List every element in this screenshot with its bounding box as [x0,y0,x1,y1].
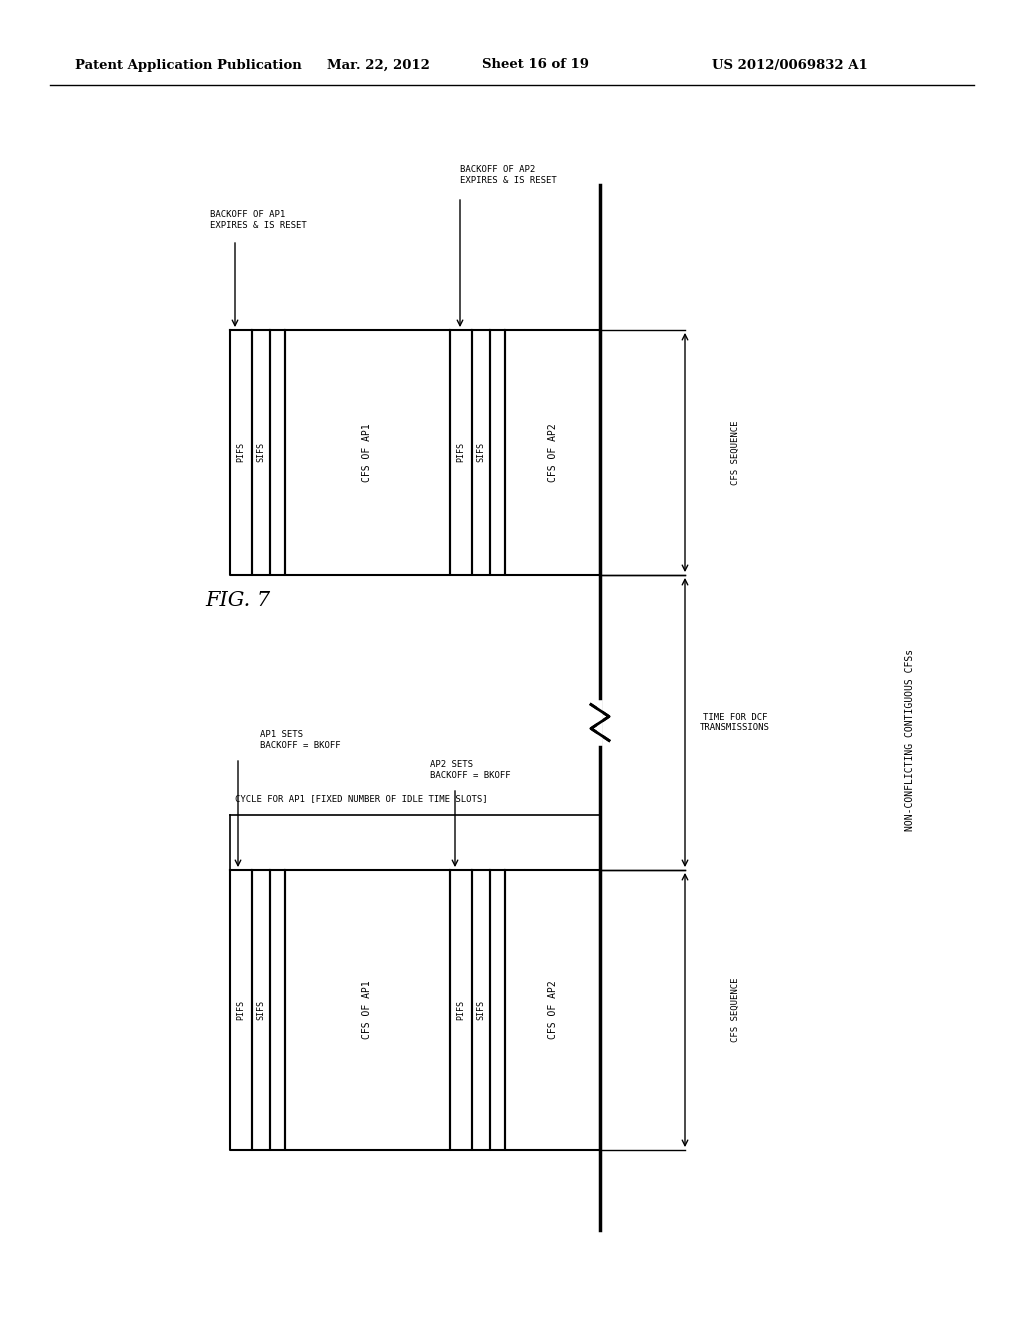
Text: NON-CONFLICTING CONTIGUOUS CFSs: NON-CONFLICTING CONTIGUOUS CFSs [905,649,915,832]
Text: PIFS: PIFS [457,1001,466,1020]
Text: SIFS: SIFS [476,442,485,462]
Text: Sheet 16 of 19: Sheet 16 of 19 [481,58,589,71]
Text: US 2012/0069832 A1: US 2012/0069832 A1 [712,58,868,71]
Text: BACKOFF OF AP1
EXPIRES & IS RESET: BACKOFF OF AP1 EXPIRES & IS RESET [210,210,307,230]
Text: Mar. 22, 2012: Mar. 22, 2012 [327,58,429,71]
Text: PIFS: PIFS [237,1001,246,1020]
Text: CFS OF AP1: CFS OF AP1 [362,981,373,1039]
Text: AP1 SETS
BACKOFF = BKOFF: AP1 SETS BACKOFF = BKOFF [260,730,341,750]
Text: TIME FOR DCF
TRANSMISSIONS: TIME FOR DCF TRANSMISSIONS [700,713,770,733]
Text: CYCLE FOR AP1 [FIXED NUMBER OF IDLE TIME SLOTS]: CYCLE FOR AP1 [FIXED NUMBER OF IDLE TIME… [234,795,487,803]
Text: PIFS: PIFS [237,442,246,462]
Text: SIFS: SIFS [256,1001,265,1020]
Text: PIFS: PIFS [457,442,466,462]
Text: SIFS: SIFS [256,442,265,462]
Text: FIG. 7: FIG. 7 [205,590,270,610]
Text: AP2 SETS
BACKOFF = BKOFF: AP2 SETS BACKOFF = BKOFF [430,760,511,780]
Text: Patent Application Publication: Patent Application Publication [75,58,302,71]
Text: BACKOFF OF AP2
EXPIRES & IS RESET: BACKOFF OF AP2 EXPIRES & IS RESET [460,165,557,185]
Text: SIFS: SIFS [476,1001,485,1020]
Text: CFS SEQUENCE: CFS SEQUENCE [730,420,739,484]
Text: CFS OF AP2: CFS OF AP2 [548,981,557,1039]
Text: CFS OF AP1: CFS OF AP1 [362,424,373,482]
Text: CFS SEQUENCE: CFS SEQUENCE [730,978,739,1043]
Text: CFS OF AP2: CFS OF AP2 [548,424,557,482]
